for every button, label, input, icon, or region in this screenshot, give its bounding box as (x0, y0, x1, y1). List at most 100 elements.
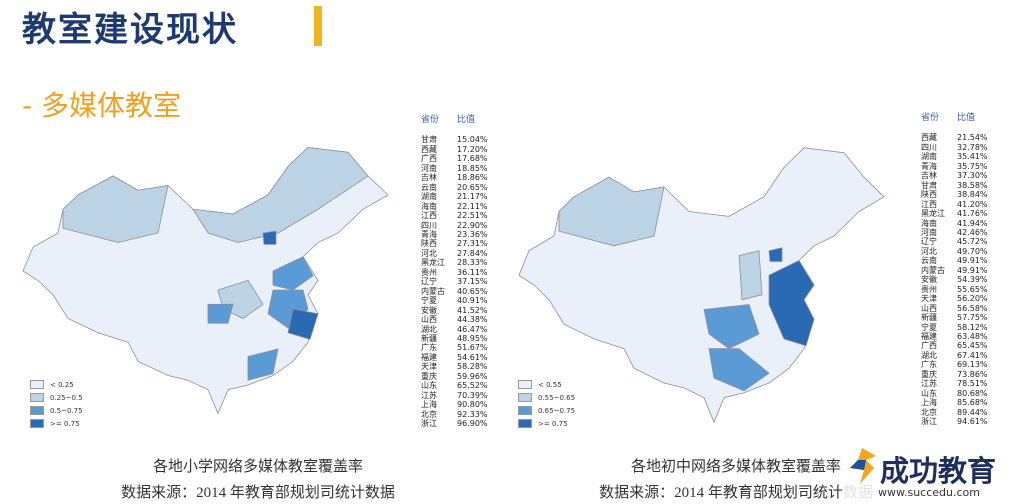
table-cell: 22.51% (457, 211, 488, 221)
table-row: 四川 32.78% (921, 143, 988, 152)
table-cell: 40.91% (457, 296, 488, 306)
table-cell: 北京 (921, 407, 937, 417)
table-cell: 宁夏 (421, 296, 437, 306)
table-row: 江西 22.51% (421, 211, 488, 220)
table-cell: 浙江 (921, 417, 937, 427)
table-cell: 21.54% (957, 133, 988, 143)
table-row: 河北 49.70% (921, 247, 988, 256)
table-cell: 51.67% (457, 343, 488, 353)
table-cell: 河北 (921, 246, 937, 256)
table-row: 吉林 18.86% (421, 173, 488, 182)
table-row: 海南 41.94% (921, 219, 988, 228)
table-cell: 56.20% (957, 294, 988, 304)
legend-swatch (518, 393, 532, 402)
table-row: 贵州 36.11% (421, 268, 488, 277)
legend: < 0.25 0.25~0.5 0.5~0.75 >= 0.75 (30, 378, 83, 430)
legend-swatch (30, 380, 44, 389)
legend-item: 0.65~0.75 (518, 404, 575, 417)
table-cell: 海南 (421, 201, 437, 211)
table-row: 上海 90.80% (421, 400, 488, 409)
table-cell: 云南 (421, 182, 437, 192)
table-row: 新疆 48.95% (421, 334, 488, 343)
table-row: 甘肃 38.58% (921, 181, 988, 190)
table-row: 云南 49.91% (921, 256, 988, 265)
table-cell: 96.90% (457, 419, 488, 429)
table-cell: 河南 (921, 227, 937, 237)
table-cell: 贵州 (921, 284, 937, 294)
table-cell: 北京 (421, 409, 437, 419)
table-row: 福建 63.48% (921, 332, 988, 341)
table-cell: 18.86% (457, 173, 488, 183)
table-row: 福建 54.61% (421, 353, 488, 362)
table-row: 内蒙古 40.65% (421, 287, 488, 296)
legend-swatch (30, 406, 44, 415)
table-cell: 山东 (421, 381, 437, 391)
table-row: 安徽 41.52% (421, 306, 488, 315)
source: 数据来源：2014 年教育部规划司统计数据 (121, 485, 395, 501)
table-cell: 天津 (921, 294, 937, 304)
table-row: 广西 65.45% (921, 341, 988, 350)
table-cell: 56.58% (957, 303, 988, 313)
table-cell: 海南 (921, 218, 937, 228)
table-row: 北京 92.33% (421, 410, 488, 419)
table-cell: 天津 (421, 362, 437, 372)
table-cell: 67.41% (957, 350, 988, 360)
table-cell: 58.12% (957, 322, 988, 332)
table: 省份 比值 西藏 21.54% 四川 32.78% 湖南 35.41% 青海 35.75% 吉林 37… (921, 113, 988, 427)
map-primary (22, 147, 389, 414)
table-cell: 宁夏 (921, 322, 937, 332)
table-row: 内蒙古 49.91% (921, 266, 988, 275)
legend-item: 0.55~0.65 (518, 391, 575, 404)
table-cell: 58.28% (457, 362, 488, 372)
table-row: 山西 44.38% (421, 315, 488, 324)
table-cell: 吉林 (421, 173, 437, 183)
table-row: 河南 42.46% (921, 228, 988, 237)
table-cell: 云南 (921, 256, 937, 266)
table-cell: 94.61% (957, 417, 988, 427)
table-cell: 54.61% (457, 352, 488, 362)
table-cell: 上海 (421, 400, 437, 410)
table-row: 安徽 54.39% (921, 275, 988, 284)
table-cell: 78.51% (957, 379, 988, 389)
table-cell: 上海 (921, 398, 937, 408)
table-cell: 山西 (921, 303, 937, 313)
table-cell: 65.45% (957, 341, 988, 351)
legend-label: < 0.55 (538, 380, 562, 389)
logo-url: www.succedu.com (878, 486, 980, 499)
source: 数据来源：2014 年教育部规划司统计数据 (599, 485, 873, 501)
table-row: 广东 51.67% (421, 343, 488, 352)
table-row: 江苏 78.51% (921, 379, 988, 388)
table-cell: 55.65% (957, 284, 988, 294)
table-row: 广西 17.68% (421, 154, 488, 163)
table-row: 陕西 38.84% (921, 190, 988, 199)
legend-swatch (30, 393, 44, 402)
table-row: 辽宁 37.15% (421, 277, 488, 286)
table-row: 宁夏 58.12% (921, 323, 988, 332)
table-cell: 安徽 (421, 305, 437, 315)
table-cell: 福建 (921, 331, 937, 341)
legend-item: < 0.25 (30, 378, 83, 391)
table-cell: 45.72% (957, 237, 988, 247)
table-cell: 21.17% (457, 192, 488, 202)
legend-swatch (518, 419, 532, 428)
table-cell: 37.15% (457, 277, 488, 287)
table-cell: 28.33% (457, 258, 488, 268)
table-cell: 辽宁 (421, 277, 437, 287)
legend-swatch (518, 380, 532, 389)
table-row: 湖北 46.47% (421, 325, 488, 334)
table-cell: 38.58% (957, 180, 988, 190)
table-cell: 安徽 (921, 275, 937, 285)
table-row: 重庆 73.86% (921, 370, 988, 379)
table-row: 湖北 67.41% (921, 351, 988, 360)
table-cell: 42.46% (957, 227, 988, 237)
header-cell: 比值 (957, 113, 976, 123)
table-cell: 青海 (421, 229, 437, 239)
table-cell: 新疆 (921, 313, 937, 323)
table-cell: 54.39% (957, 275, 988, 285)
logo-name: 成功教育 (880, 454, 997, 488)
table-cell: 陕西 (421, 239, 437, 249)
table-cell: 15.04% (457, 135, 488, 145)
table-cell: 湖北 (921, 350, 937, 360)
legend-item: >= 0.75 (30, 417, 83, 430)
